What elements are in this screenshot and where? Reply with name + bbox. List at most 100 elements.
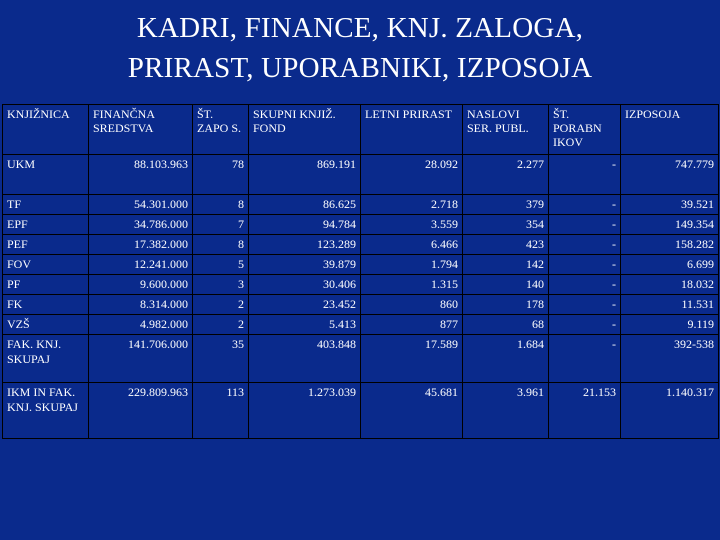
table-cell: 1.140.317 — [620, 382, 719, 439]
table-cell: 2 — [192, 294, 249, 315]
table-cell: 39.521 — [620, 194, 719, 215]
table-cell: 28.092 — [360, 154, 463, 195]
col-header-funds: FINANČNA SREDSTVA — [88, 104, 193, 155]
table-cell: 78 — [192, 154, 249, 195]
table-cell: 17.382.000 — [88, 234, 193, 255]
col-header-loans: IZPOSOJA — [620, 104, 719, 155]
table-cell: 9.600.000 — [88, 274, 193, 295]
col-header-serial-titles: NASLOVI SER. PUBL. — [462, 104, 549, 155]
table-cell: 30.406 — [248, 274, 361, 295]
table-cell: 54.301.000 — [88, 194, 193, 215]
table-cell: 423 — [462, 234, 549, 255]
row-label-cell: IKM IN FAK. KNJ. SKUPAJ — [2, 382, 89, 439]
col-header-users: ŠT. PORABN IKOV — [548, 104, 621, 155]
col-header-total-holdings: SKUPNI KNJIŽ. FOND — [248, 104, 361, 155]
table-row: FOV 12.241.000 5 39.879 1.794 142-6.699 — [2, 254, 719, 275]
table-cell: 94.784 — [248, 214, 361, 235]
row-label-cell: PF — [2, 274, 89, 295]
row-label-cell: FAK. KNJ. SKUPAJ — [2, 334, 89, 383]
table-cell: 5.413 — [248, 314, 361, 335]
table-cell: 229.809.963 — [88, 382, 193, 439]
table-cell: 141.706.000 — [88, 334, 193, 383]
table-cell: - — [548, 194, 621, 215]
table-cell: - — [548, 254, 621, 275]
table-cell: 1.794 — [360, 254, 463, 275]
table-cell: 1.273.039 — [248, 382, 361, 439]
title-line-2: PRIRAST, UPORABNIKI, IZPOSOJA — [127, 52, 593, 84]
row-label-cell: EPF — [2, 214, 89, 235]
table-cell: - — [548, 314, 621, 335]
table-cell: 18.032 — [620, 274, 719, 295]
table-cell: 2.718 — [360, 194, 463, 215]
col-header-library: KNJIŽNICA — [2, 104, 89, 155]
table-row: FK 8.314.000 2 23.452 860 178-11.531 — [2, 294, 719, 315]
table-cell: 860 — [360, 294, 463, 315]
table-cell: - — [548, 154, 621, 195]
table-cell: 113 — [192, 382, 249, 439]
table-cell: 178 — [462, 294, 549, 315]
table-cell: 17.589 — [360, 334, 463, 383]
table-cell: 4.982.000 — [88, 314, 193, 335]
table-cell: 45.681 — [360, 382, 463, 439]
row-label-cell: PEF — [2, 234, 89, 255]
col-header-annual-growth: LETNI PRIRAST — [360, 104, 463, 155]
table-cell: 8 — [192, 234, 249, 255]
table-cell: 11.531 — [620, 294, 719, 315]
col-header-staff: ŠT. ZAPO S. — [192, 104, 249, 155]
table-cell: 68 — [462, 314, 549, 335]
table-cell: 39.879 — [248, 254, 361, 275]
table-row: PF 9.600.000 3 30.406 1.315 140-18.032 — [2, 274, 719, 295]
row-label-cell: TF — [2, 194, 89, 215]
table-cell: 3 — [192, 274, 249, 295]
table-row: PEF 17.382.000 8 123.289 6.466 423-158.282 — [2, 234, 719, 255]
table-cell: 3.559 — [360, 214, 463, 235]
table-cell: 21.153 — [548, 382, 621, 439]
table-cell: - — [548, 214, 621, 235]
table-row: TF 54.301.000 8 86.625 2.718 379-39.521 — [2, 194, 719, 215]
table-row: VZŠ 4.982.000 2 5.413 877 68-9.119 — [2, 314, 719, 335]
header-row: KNJIŽNICA FINANČNA SREDSTVA ŠT. ZAPO S. … — [2, 104, 719, 155]
table-cell: 88.103.963 — [88, 154, 193, 195]
table-cell: 379 — [462, 194, 549, 215]
table-cell: - — [548, 234, 621, 255]
table-cell: 1.684 — [462, 334, 549, 383]
table-cell: 3.961 — [462, 382, 549, 439]
table-cell: 2 — [192, 314, 249, 335]
row-label-cell: UKM — [2, 154, 89, 195]
table-cell: 140 — [462, 274, 549, 295]
table-cell: 2.277 — [462, 154, 549, 195]
table-row: EPF 34.786.000 7 94.784 3.559 354-149.354 — [2, 214, 719, 235]
table-cell: - — [548, 274, 621, 295]
table-row: UKM 88.103.963 78 869.191 28.092 2.277-747.77… — [2, 154, 719, 195]
table-cell: 403.848 — [248, 334, 361, 383]
slide-title: KADRI, FINANCE, KNJ. ZALOGA, PRIRAST, UP… — [0, 8, 720, 88]
table-cell: - — [548, 294, 621, 315]
table-cell: 158.282 — [620, 234, 719, 255]
table-row: FAK. KNJ. SKUPAJ 141.706.000 35 403.848 17.5… — [2, 334, 719, 383]
table-cell: 123.289 — [248, 234, 361, 255]
table-cell: 747.779 — [620, 154, 719, 195]
table-cell: 9.119 — [620, 314, 719, 335]
table-cell: 877 — [360, 314, 463, 335]
title-line-1: KADRI, FINANCE, KNJ. ZALOGA, — [136, 12, 584, 44]
table-cell: 5 — [192, 254, 249, 275]
library-stats-table: KNJIŽNICA FINANČNA SREDSTVA ŠT. ZAPO S. … — [2, 104, 719, 439]
table-cell: 12.241.000 — [88, 254, 193, 275]
table-cell: 6.699 — [620, 254, 719, 275]
table-cell: 8 — [192, 194, 249, 215]
table-cell: 34.786.000 — [88, 214, 193, 235]
row-label-cell: FK — [2, 294, 89, 315]
table-cell: 8.314.000 — [88, 294, 193, 315]
table-cell: 149.354 — [620, 214, 719, 235]
table-cell: 392-538 — [620, 334, 719, 383]
table-cell: 6.466 — [360, 234, 463, 255]
table-cell: 35 — [192, 334, 249, 383]
row-label-cell: FOV — [2, 254, 89, 275]
table-cell: 142 — [462, 254, 549, 275]
table-cell: - — [548, 334, 621, 383]
table-cell: 1.315 — [360, 274, 463, 295]
table-cell: 86.625 — [248, 194, 361, 215]
table-cell: 354 — [462, 214, 549, 235]
table-cell: 23.452 — [248, 294, 361, 315]
table-cell: 869.191 — [248, 154, 361, 195]
